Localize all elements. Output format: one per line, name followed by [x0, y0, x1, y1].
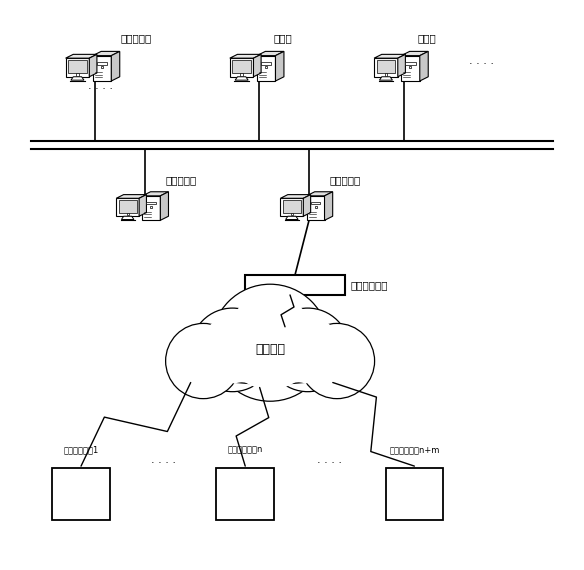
Polygon shape [307, 192, 333, 196]
Bar [311, 202, 321, 205]
Polygon shape [139, 194, 147, 216]
Polygon shape [142, 192, 169, 196]
Text: 客户端: 客户端 [273, 33, 292, 43]
Polygon shape [121, 216, 134, 219]
Polygon shape [93, 51, 120, 56]
Polygon shape [65, 54, 97, 58]
Bar [265, 66, 267, 68]
Bar [101, 66, 103, 68]
Polygon shape [235, 77, 248, 80]
Ellipse shape [202, 358, 338, 380]
Polygon shape [325, 192, 333, 221]
Bar [315, 206, 317, 208]
Polygon shape [142, 196, 161, 221]
Circle shape [193, 324, 285, 417]
Bar [261, 62, 272, 64]
Text: . . . .: . . . . [469, 56, 494, 66]
Circle shape [166, 325, 241, 400]
Circle shape [266, 308, 349, 392]
Ellipse shape [195, 354, 345, 384]
Polygon shape [93, 56, 112, 81]
Bar [385, 74, 387, 76]
Circle shape [191, 309, 274, 393]
Text: . . . .: . . . . [151, 455, 176, 465]
Polygon shape [398, 54, 405, 77]
Polygon shape [401, 56, 420, 81]
Polygon shape [257, 56, 276, 81]
Bar [119, 201, 137, 213]
Text: 无线网络: 无线网络 [255, 343, 285, 356]
Text: 客户端: 客户端 [418, 33, 436, 43]
Polygon shape [116, 194, 147, 198]
Text: 通信服务器: 通信服务器 [330, 176, 361, 185]
Text: 应用服务器: 应用服务器 [121, 33, 152, 43]
Polygon shape [253, 54, 261, 77]
Bar [77, 74, 79, 76]
Bar [232, 60, 251, 73]
Circle shape [300, 323, 374, 398]
Polygon shape [401, 51, 428, 56]
Bar [385, 468, 443, 520]
Bar [241, 74, 243, 76]
Circle shape [166, 323, 241, 398]
Polygon shape [230, 54, 261, 58]
Polygon shape [280, 198, 303, 216]
Bar [97, 62, 107, 64]
Bar [147, 202, 157, 205]
Text: . . . .: . . . . [88, 81, 113, 91]
Text: 前端测试设备n+m: 前端测试设备n+m [389, 445, 440, 454]
Bar [245, 275, 345, 295]
Bar [377, 60, 395, 73]
Polygon shape [116, 198, 139, 216]
Polygon shape [374, 54, 405, 58]
Circle shape [211, 284, 329, 401]
Text: 前端测试设备1: 前端测试设备1 [64, 445, 99, 454]
Text: 数据服务器: 数据服务器 [166, 176, 197, 185]
Polygon shape [303, 194, 311, 216]
Polygon shape [89, 54, 97, 77]
Polygon shape [276, 51, 284, 81]
Circle shape [211, 284, 329, 401]
Bar [291, 213, 293, 215]
Circle shape [300, 325, 374, 400]
Polygon shape [286, 216, 298, 219]
Circle shape [173, 331, 234, 391]
Bar [68, 60, 86, 73]
Text: 无线通信接口: 无线通信接口 [351, 280, 388, 290]
Bar [150, 206, 152, 208]
Bar [216, 468, 274, 520]
Polygon shape [374, 58, 398, 77]
Polygon shape [71, 77, 84, 80]
Circle shape [199, 316, 266, 383]
Text: . . . .: . . . . [317, 455, 342, 465]
Polygon shape [65, 58, 89, 77]
Circle shape [191, 308, 274, 392]
Polygon shape [380, 77, 392, 80]
Circle shape [274, 316, 341, 383]
Polygon shape [257, 51, 284, 56]
Circle shape [197, 299, 343, 445]
Circle shape [266, 309, 349, 393]
Polygon shape [307, 196, 325, 221]
Circle shape [223, 296, 317, 389]
Polygon shape [420, 51, 428, 81]
Circle shape [307, 331, 367, 391]
Bar [52, 468, 110, 520]
Bar [409, 66, 412, 68]
Bar [127, 213, 129, 215]
Bar [405, 62, 416, 64]
Bar [283, 201, 301, 213]
Text: 前端测试设备n: 前端测试设备n [228, 445, 263, 454]
Polygon shape [280, 194, 311, 198]
Polygon shape [230, 58, 253, 77]
Polygon shape [112, 51, 120, 81]
Circle shape [255, 324, 347, 417]
Polygon shape [161, 192, 169, 221]
